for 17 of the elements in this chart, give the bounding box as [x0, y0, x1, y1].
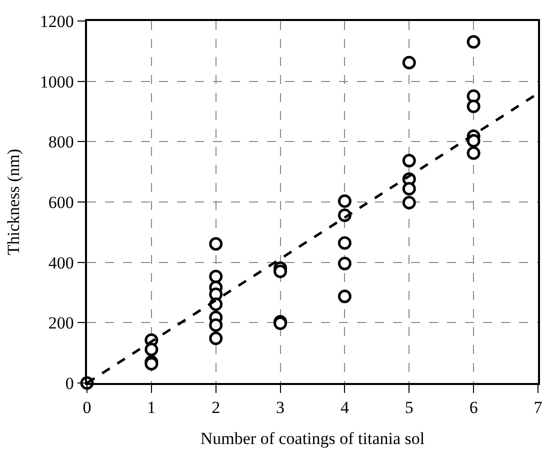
y-tick-label: 0 [65, 374, 74, 393]
y-tick-label: 600 [48, 192, 74, 212]
y-tick-label: 1200 [40, 12, 74, 31]
x-tick-label: 1 [147, 398, 156, 418]
y-tick-label: 200 [48, 314, 74, 333]
y-tick-label: 800 [48, 132, 74, 152]
y-axis-title: Thickness (nm) [4, 148, 23, 256]
x-tick-label: 7 [534, 398, 543, 418]
x-tick-label: 2 [212, 398, 220, 418]
y-tick-label: 1000 [40, 72, 74, 92]
x-axis-title: Number of coatings of titania sol [200, 429, 425, 448]
x-tick-label: 0 [82, 398, 92, 418]
x-tick-label: 3 [276, 398, 285, 418]
x-tick-label: 5 [404, 398, 414, 418]
x-tick-label: 6 [469, 398, 478, 418]
x-tick-label: 4 [340, 398, 350, 418]
y-tick-label: 400 [48, 253, 74, 272]
